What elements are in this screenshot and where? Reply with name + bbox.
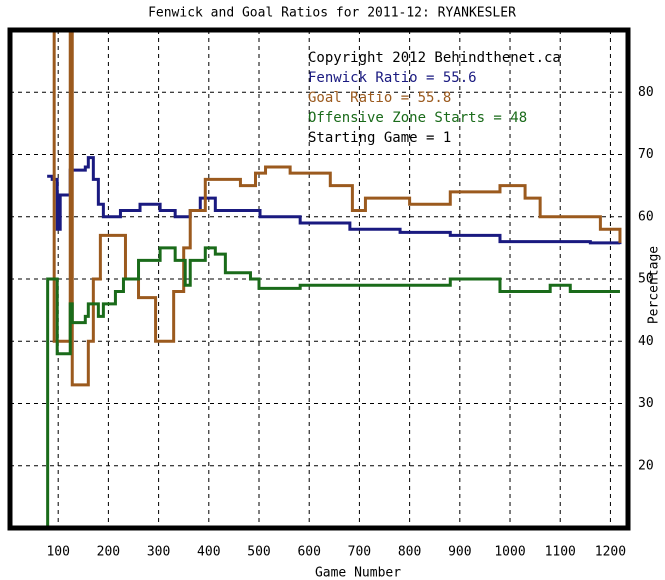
x-tick-label: 700	[348, 545, 371, 560]
annotation: Fenwick Ratio = 55.6	[308, 70, 477, 86]
x-tick-label: 1000	[494, 545, 525, 560]
x-tick-label: 100	[46, 545, 69, 560]
series-line	[52, 30, 622, 387]
chart-title: Fenwick and Goal Ratios for 2011-12: RYA…	[148, 6, 516, 21]
x-tick-label: 400	[197, 545, 220, 560]
lines	[46, 30, 622, 528]
x-tick-label: 200	[97, 545, 120, 560]
x-tick-label: 500	[247, 545, 270, 560]
y-tick-label: 50	[638, 272, 654, 287]
x-tick-label: 800	[398, 545, 421, 560]
annotation: Offensive Zone Starts = 48	[308, 110, 527, 126]
x-tick-label: 300	[147, 545, 170, 560]
y-axis-label: Percentage	[647, 246, 662, 324]
annotation: Goal Ratio = 55.8	[308, 90, 451, 106]
annotation: Starting Game = 1	[308, 130, 451, 146]
x-tick-label: 1200	[595, 545, 626, 560]
y-tick-label: 40	[638, 334, 654, 349]
x-tick-label: 900	[448, 545, 471, 560]
annotation: Copyright 2012 Behindthenet.ca	[308, 50, 561, 66]
plot-frame	[7, 27, 631, 531]
series-line	[47, 156, 622, 245]
x-axis-label: Game Number	[315, 566, 401, 580]
y-tick-label: 60	[638, 209, 654, 224]
x-tick-label: 1100	[545, 545, 576, 560]
y-tick-label: 30	[638, 396, 654, 411]
y-tick-label: 80	[638, 85, 654, 100]
y-tick-label: 70	[638, 147, 654, 162]
y-tick-label: 20	[638, 458, 654, 473]
series-line	[46, 246, 620, 528]
x-tick-label: 600	[297, 545, 320, 560]
